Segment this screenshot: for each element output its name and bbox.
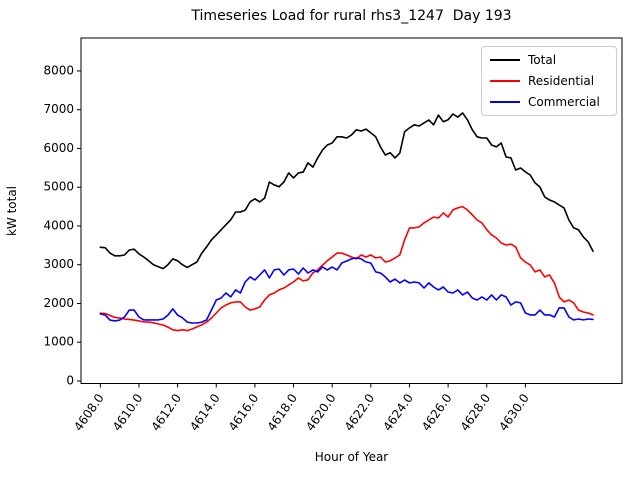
legend-swatch-total [490, 58, 520, 61]
legend-label: Commercial [528, 95, 600, 110]
legend-item-residential: Residential [482, 74, 616, 88]
x-tick-label: 4630.0 [496, 391, 532, 433]
y-tick-label: 3000 [43, 257, 74, 271]
x-tick-label: 4618.0 [264, 391, 300, 433]
x-tick-label: 4616.0 [226, 391, 262, 433]
y-tick-label: 1000 [43, 335, 74, 349]
y-tick-label: 0 [66, 373, 74, 387]
legend-label: Residential [528, 73, 595, 88]
chart-title: Timeseries Load for rural rhs3_1247 Day … [191, 8, 512, 24]
legend-swatch-commercial [490, 101, 520, 104]
series-line-residential [99, 205, 594, 332]
x-tick-label: 4610.0 [110, 391, 146, 433]
x-tick-label: 4608.0 [71, 391, 107, 433]
plot-area-border [80, 37, 623, 384]
series-line-total [99, 112, 594, 270]
x-tick-label: 4624.0 [380, 391, 416, 433]
legend-item-total: Total [482, 53, 616, 67]
x-tick-label: 4622.0 [342, 391, 378, 433]
legend: Total Residential Commercial [481, 46, 617, 116]
legend-label: Total [528, 52, 557, 67]
y-axis-label: kW total [5, 185, 19, 237]
y-tick-label: 4000 [43, 218, 74, 232]
x-tick-label: 4614.0 [187, 391, 223, 433]
x-tick-label: 4620.0 [303, 391, 339, 433]
y-tick-label: 8000 [43, 63, 74, 77]
series-line-commercial [99, 257, 594, 324]
y-tick-label: 7000 [43, 102, 74, 116]
y-tick-label: 6000 [43, 141, 74, 155]
x-axis-label: Hour of Year [314, 450, 389, 464]
y-tick-label: 5000 [43, 180, 74, 194]
legend-swatch-residential [490, 79, 520, 82]
x-tick-label: 4626.0 [419, 391, 455, 433]
y-axis: 0 1000 2000 3000 4000 5000 6000 7000 8000 [43, 63, 81, 387]
x-tick-label: 4612.0 [149, 391, 185, 433]
x-axis: 4608.0 4610.0 4612.0 4614.0 4616.0 4618.0 4620… [71, 383, 532, 434]
x-tick-label: 4628.0 [458, 391, 494, 433]
y-tick-label: 2000 [43, 296, 74, 310]
legend-item-commercial: Commercial [482, 95, 616, 109]
